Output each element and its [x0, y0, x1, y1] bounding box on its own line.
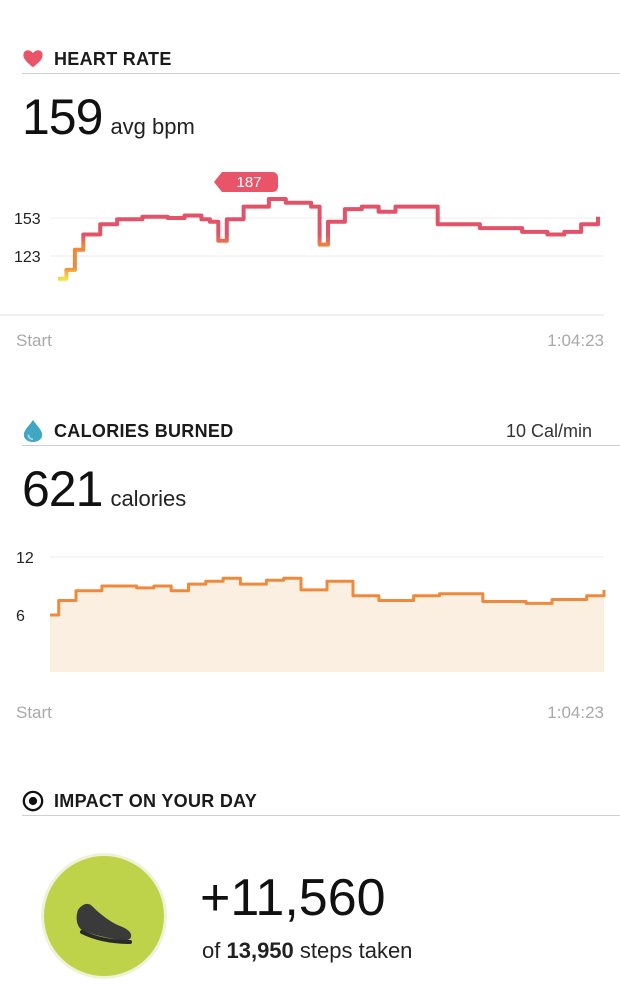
steps-summary: of 13,950 steps taken: [202, 938, 412, 964]
water-drop-icon: [23, 420, 43, 442]
shoe-icon: [76, 903, 132, 944]
steps-total: 13,950: [226, 938, 294, 963]
heart-rate-chart[interactable]: 153 123 187: [0, 160, 620, 320]
calories-value: 621: [22, 461, 103, 517]
y-tick-12: 12: [16, 550, 34, 567]
steps-badge: [44, 856, 164, 976]
heart-rate-summary: 159 avg bpm: [22, 88, 195, 146]
heart-rate-series-line: [58, 197, 600, 281]
calories-x-axis: Start 1:04:23: [16, 703, 604, 723]
impact-title: IMPACT ON YOUR DAY: [54, 790, 258, 811]
heart-rate-unit: avg bpm: [110, 114, 195, 139]
impact-header: IMPACT ON YOUR DAY: [22, 786, 620, 816]
steps-of-label: of: [202, 938, 221, 963]
calories-summary: 621 calories: [22, 460, 186, 518]
target-icon: [22, 790, 44, 812]
calories-series-line: [50, 576, 606, 617]
y-tick-123: 123: [14, 249, 41, 266]
y-tick-6: 6: [16, 608, 25, 625]
steps-suffix: steps taken: [299, 938, 413, 963]
steps-added: +11,560: [200, 869, 386, 927]
calories-unit: calories: [110, 486, 187, 511]
cal-end-label: 1:04:23: [547, 703, 604, 722]
hr-start-label: Start: [16, 331, 52, 350]
heart-rate-header: HEART RATE: [22, 44, 620, 74]
peak-label: 187: [236, 174, 261, 191]
cal-start-label: Start: [16, 703, 52, 722]
heart-rate-title: HEART RATE: [54, 48, 172, 69]
calories-header: CALORIES BURNED 10 Cal/min: [22, 416, 620, 446]
heart-rate-x-axis: Start 1:04:23: [16, 331, 604, 351]
heart-rate-value: 159: [22, 89, 103, 145]
heart-icon: [23, 50, 43, 68]
calories-rate: 10 Cal/min: [505, 420, 592, 441]
calories-area-fill: [50, 578, 604, 672]
calories-chart[interactable]: 12 6: [0, 540, 620, 690]
peak-callout: 187: [214, 172, 278, 192]
hr-end-label: 1:04:23: [547, 331, 604, 350]
y-tick-153: 153: [14, 211, 41, 228]
calories-title: CALORIES BURNED: [54, 420, 234, 441]
